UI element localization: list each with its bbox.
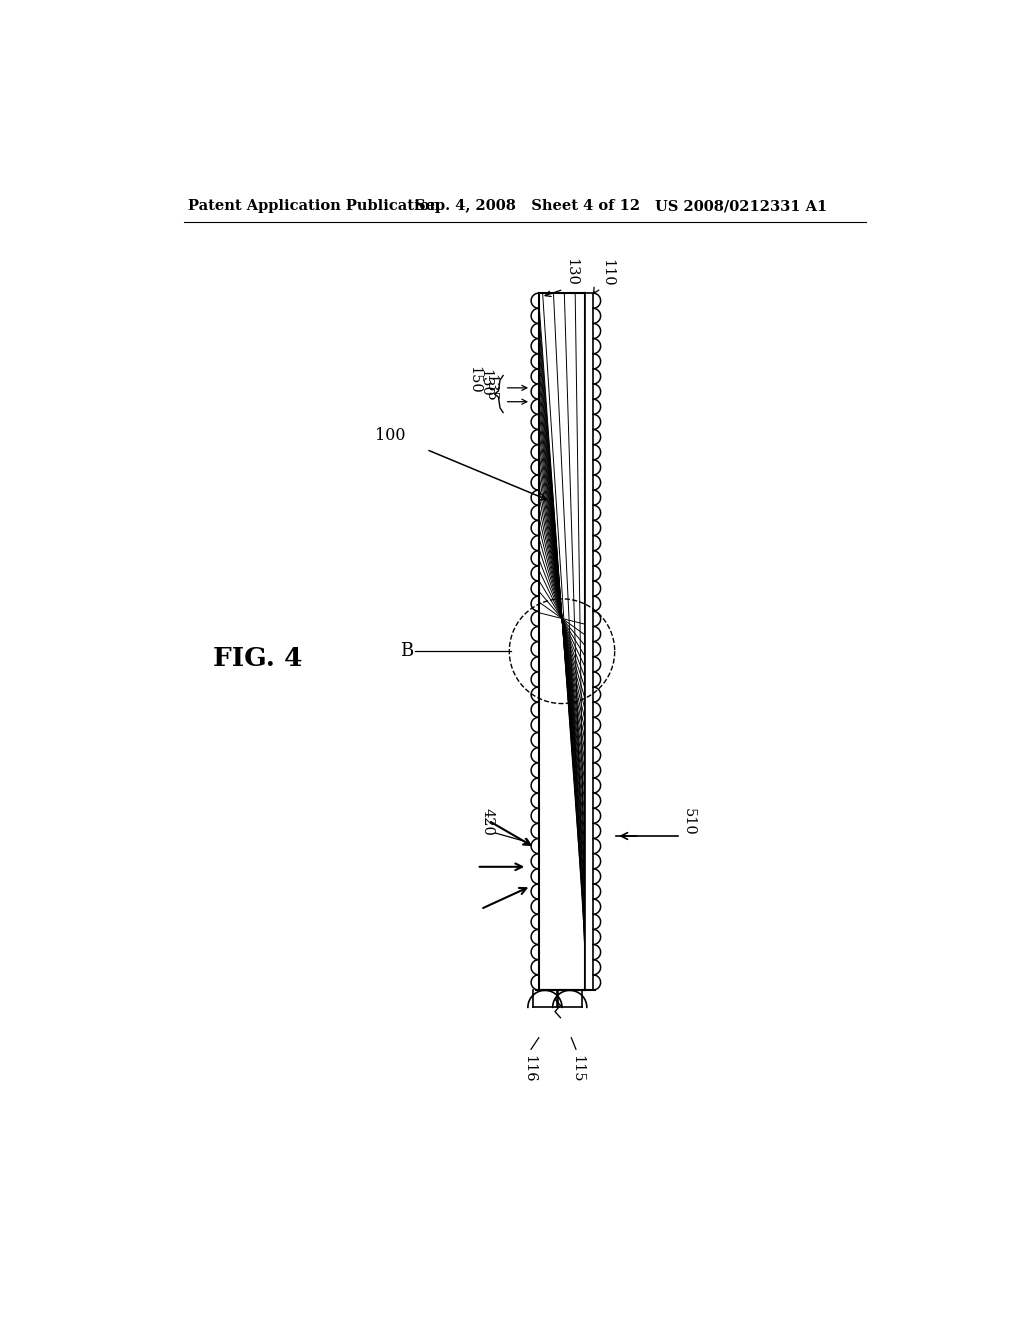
Text: 420: 420 <box>480 808 495 836</box>
Text: 100: 100 <box>375 428 406 444</box>
Text: 110: 110 <box>600 259 614 286</box>
Bar <box>539 293 586 990</box>
Text: 510: 510 <box>682 808 696 836</box>
Text: 115: 115 <box>570 1056 585 1082</box>
Bar <box>586 293 593 990</box>
Text: FIG. 4: FIG. 4 <box>213 647 303 672</box>
Text: 135: 135 <box>483 374 498 401</box>
Text: US 2008/0212331 A1: US 2008/0212331 A1 <box>655 199 827 213</box>
Text: 130: 130 <box>564 259 579 286</box>
Text: B: B <box>400 643 414 660</box>
Text: 116: 116 <box>522 1056 537 1084</box>
Text: Patent Application Publication: Patent Application Publication <box>188 199 440 213</box>
Text: 150: 150 <box>467 366 481 395</box>
Text: Sep. 4, 2008   Sheet 4 of 12: Sep. 4, 2008 Sheet 4 of 12 <box>415 199 640 213</box>
Text: 130: 130 <box>478 370 493 397</box>
